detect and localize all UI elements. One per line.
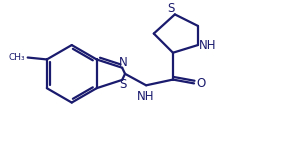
Text: CH₃: CH₃ [8,53,25,62]
Text: S: S [167,2,175,15]
Text: NH: NH [199,39,216,52]
Text: S: S [119,78,127,91]
Text: NH: NH [137,90,155,103]
Text: O: O [196,77,205,90]
Text: N: N [119,56,127,69]
